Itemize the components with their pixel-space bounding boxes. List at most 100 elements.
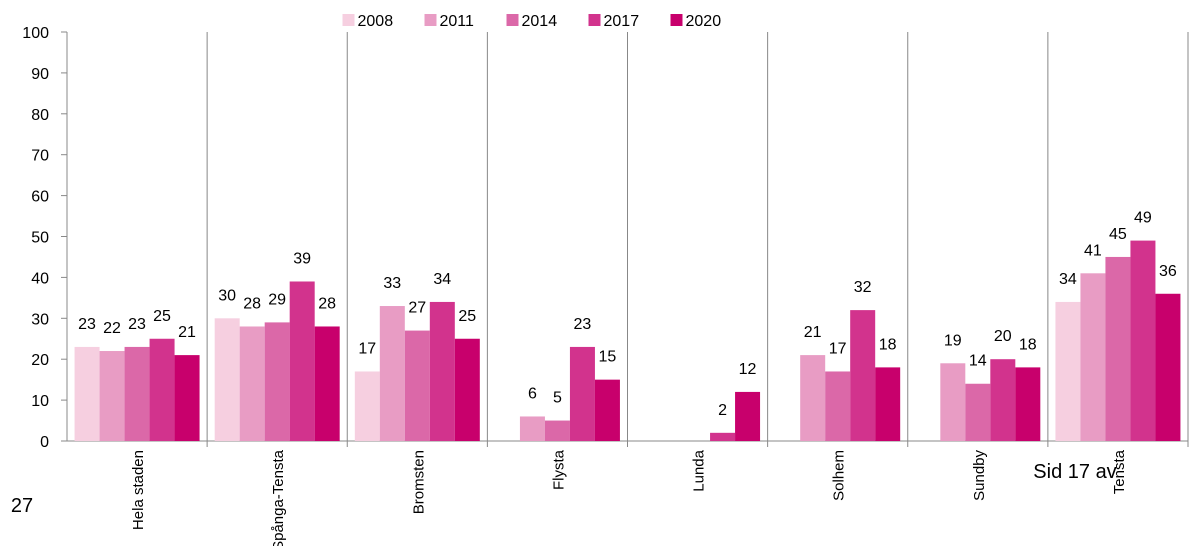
x-tick-label: Tensta [1111,449,1128,494]
bar [735,391,761,441]
legend-swatch [588,14,601,26]
value-label: 23 [128,316,146,333]
bar [239,326,265,441]
bar [174,355,200,441]
value-label: 19 [944,332,962,349]
legend-label: 2008 [358,13,394,30]
value-label: 28 [318,295,336,312]
y-tick-label: 20 [31,352,49,369]
value-label: 23 [574,316,592,333]
y-tick-label: 60 [31,189,49,206]
legend-swatch [506,14,519,26]
bar [710,432,736,441]
bar [404,330,430,441]
bar [800,355,826,441]
value-label: 30 [218,287,236,304]
bar [1130,240,1156,441]
value-label: 34 [433,271,451,288]
bar [289,281,315,441]
x-tick-label: Hela staden [130,450,147,530]
value-label: 6 [528,385,537,402]
value-label: 21 [804,324,822,341]
legend-swatch [342,14,355,26]
y-tick-label: 80 [31,107,49,124]
x-tick-label: Bromsten [410,450,427,514]
y-tick-label: 50 [31,230,49,247]
legend-label: 2011 [440,13,475,30]
bar [1080,273,1106,441]
value-label: 17 [829,340,847,357]
bar [314,326,340,441]
bar [965,383,991,441]
bar [544,420,570,441]
bar [74,346,100,441]
value-label: 39 [293,250,311,267]
bar [149,338,175,441]
value-label: 2 [718,402,727,419]
bar [429,301,455,441]
value-label: 25 [458,308,476,325]
y-tick-label: 100 [22,25,49,42]
bar [850,310,876,441]
bar [214,318,240,441]
bar [519,416,545,441]
bar [940,363,966,441]
value-label: 45 [1109,226,1127,243]
y-tick-label: 0 [40,434,49,451]
y-tick-label: 90 [31,66,49,83]
x-tick-label: Flysta [550,449,567,490]
legend-label: 2017 [604,13,640,30]
value-label: 49 [1134,210,1152,227]
value-label: 34 [1059,271,1077,288]
bar [825,371,851,441]
x-tick-label: Sundby [971,450,988,501]
y-tick-label: 40 [31,270,49,287]
bar [124,346,150,441]
bar [99,351,125,441]
value-label: 32 [854,279,872,296]
bar [875,367,901,441]
bar [354,371,380,441]
value-label: 23 [78,316,96,333]
legend-label: 2014 [522,13,558,30]
value-label: 36 [1159,263,1177,280]
bar [594,379,620,441]
value-label: 17 [358,340,376,357]
x-tick-label: Spånga-Tensta [270,449,287,546]
bar [1055,301,1081,441]
value-label: 14 [969,353,987,370]
x-tick-label: Solhem [831,450,848,501]
value-label: 12 [739,361,757,378]
value-label: 27 [408,300,426,317]
bar [1015,367,1041,441]
value-label: 18 [1019,336,1037,353]
value-label: 20 [994,328,1012,345]
bar [990,359,1016,441]
legend-swatch [424,14,437,26]
value-label: 28 [243,295,261,312]
y-tick-label: 70 [31,148,49,165]
page-number: 27 [11,495,33,517]
legend-label: 2020 [686,13,722,30]
value-label: 5 [553,390,562,407]
bar [264,322,290,441]
value-label: 21 [178,324,196,341]
bar [1155,293,1181,441]
bar [379,306,405,441]
bar [569,346,595,441]
y-tick-label: 10 [31,393,49,410]
legend-swatch [670,14,683,26]
page-footer: Sid 17 av [1033,461,1116,483]
value-label: 29 [268,291,286,308]
value-label: 15 [599,349,617,366]
value-label: 33 [383,275,401,292]
value-label: 41 [1084,242,1102,259]
value-label: 18 [879,336,897,353]
x-tick-label: Lunda [691,449,708,491]
y-tick-label: 30 [31,311,49,328]
value-label: 25 [153,308,171,325]
bar [454,338,480,441]
value-label: 22 [103,320,121,337]
bar [1105,256,1131,441]
